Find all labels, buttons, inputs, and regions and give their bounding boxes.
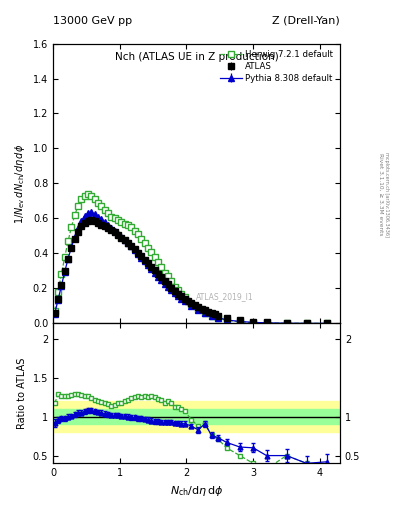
Herwig 7.2.1 default [264, 320, 269, 326]
Herwig 7.2.1 default [66, 238, 70, 244]
Bar [53, 401, 340, 432]
Text: Rivet 3.1.10, ≥ 3.3M events: Rivet 3.1.10, ≥ 3.3M events [378, 153, 383, 236]
Y-axis label: Ratio to ATLAS: Ratio to ATLAS [17, 358, 27, 429]
Herwig 7.2.1 default [166, 273, 171, 279]
Herwig 7.2.1 default [159, 264, 164, 270]
Line: Herwig 7.2.1 default: Herwig 7.2.1 default [52, 191, 329, 326]
Text: 13000 GeV pp: 13000 GeV pp [53, 15, 132, 26]
Legend: Herwig 7.2.1 default, ATLAS, Pythia 8.308 default: Herwig 7.2.1 default, ATLAS, Pythia 8.30… [217, 48, 336, 85]
Herwig 7.2.1 default [324, 321, 329, 327]
Text: ATLAS_2019_I1: ATLAS_2019_I1 [196, 292, 254, 301]
Herwig 7.2.1 default [52, 308, 57, 314]
Text: Z (Drell-Yan): Z (Drell-Yan) [272, 15, 340, 26]
Text: mcplots.cern.ch [arXiv:1306.3436]: mcplots.cern.ch [arXiv:1306.3436] [384, 152, 389, 237]
X-axis label: $N_\mathrm{ch}/\mathrm{d}\eta\,\mathrm{d}\phi$: $N_\mathrm{ch}/\mathrm{d}\eta\,\mathrm{d… [170, 484, 223, 498]
Herwig 7.2.1 default [86, 191, 90, 197]
Herwig 7.2.1 default [116, 217, 121, 223]
Herwig 7.2.1 default [136, 231, 140, 237]
Text: Nch (ATLAS UE in Z production): Nch (ATLAS UE in Z production) [115, 52, 278, 62]
Bar [53, 409, 340, 424]
Y-axis label: $1/N_\mathrm{ev}\,dN_\mathrm{ch}/d\eta\,d\phi$: $1/N_\mathrm{ev}\,dN_\mathrm{ch}/d\eta\,… [13, 143, 27, 224]
